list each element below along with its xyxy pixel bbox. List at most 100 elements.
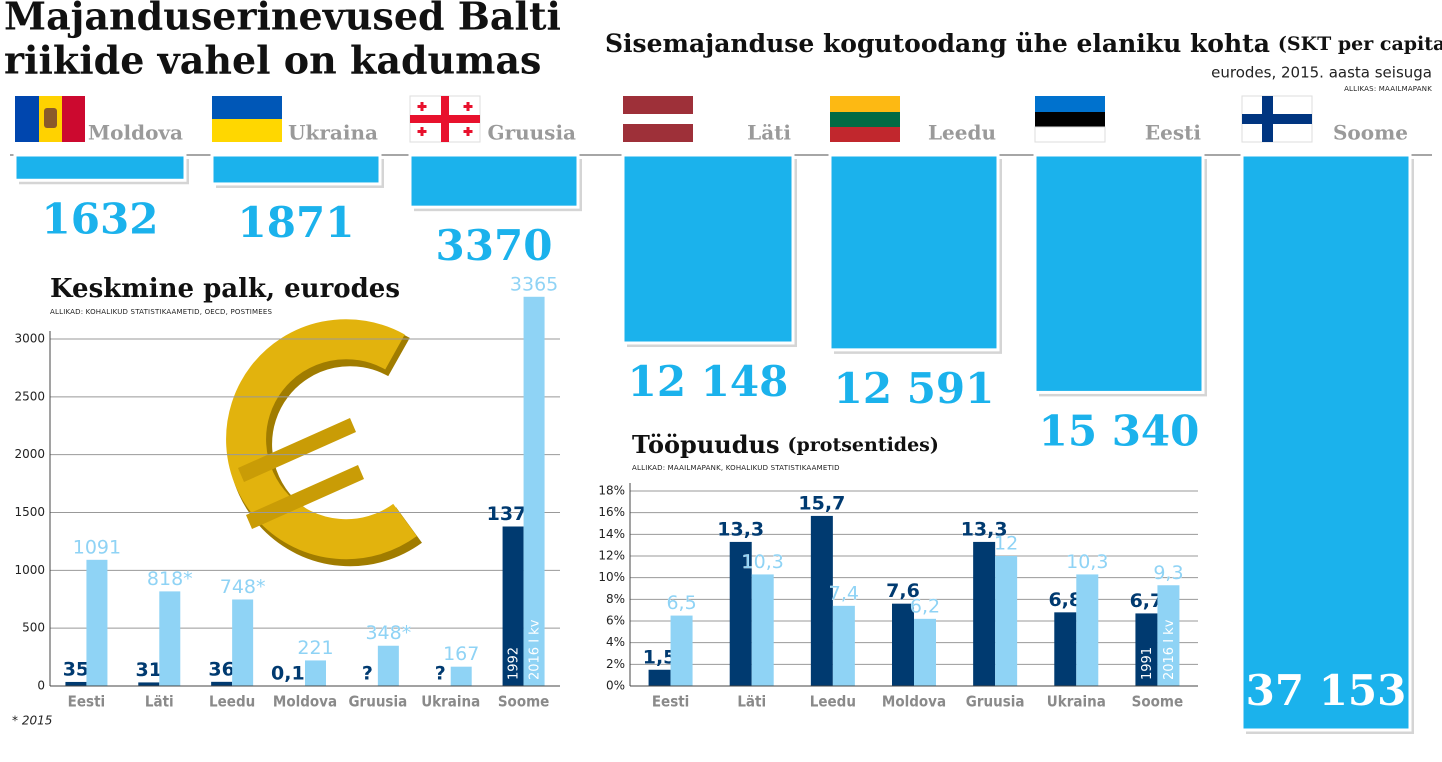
value-label: 167 [443,643,479,665]
bar [138,682,160,686]
y-tick-label: 500 [22,621,45,635]
value-label: 1871 [238,198,355,247]
gdp-title: Sisemajanduse kogutoodang ühe elaniku ko… [605,29,1442,58]
bar [377,645,399,686]
value-label: 15,7 [798,492,845,514]
bar [670,615,693,686]
bar [210,153,382,186]
x-tick-label: Gruusia [966,693,1025,711]
bar [159,591,181,686]
value-label: 35 [63,658,89,680]
bar [648,669,671,686]
bar [1033,153,1205,394]
bar [86,559,108,686]
bar [973,541,996,686]
x-tick-label: Läti [145,693,174,711]
x-tick-label: Ukraina [421,693,480,711]
value-label: 10,3 [1066,551,1108,573]
bar [502,526,524,686]
value-label: 15 340 [1039,406,1200,455]
value-label: 6,7 [1130,590,1164,612]
y-tick-label: 4% [606,635,625,649]
value-label: 12 [994,533,1018,555]
title: Sisemajanduse kogutoodang ühe elaniku ko… [605,29,1270,58]
unemployment-title: Tööpuudus (protsentides) [632,430,939,459]
y-tick-label: 1000 [14,563,45,577]
flag-georgia [409,95,481,143]
y-tick-label: 10% [598,570,625,584]
y-tick-label: 2% [606,657,625,671]
x-tick-label: Ukraina [1047,693,1106,711]
y-tick-label: 0% [606,679,625,693]
bar [232,599,254,686]
bar [751,574,774,686]
bar [892,603,914,686]
bar [305,660,326,686]
bar [1054,612,1077,686]
value-label: 36 [208,658,234,680]
flag-ukraine [212,96,282,142]
series-name: 2016 I kv [1162,619,1177,680]
value-label: 12 591 [834,364,995,413]
x-tick-label: Gruusia [348,693,407,711]
x-tick-label: Moldova [273,693,337,711]
headline: Majanduserinevused Balti [4,0,561,39]
source: ALLIKAS: MAAILMAPANK [1344,85,1432,93]
bar [408,153,580,209]
y-tick-label: 3000 [14,332,45,346]
bar [1135,613,1158,686]
y-tick-label: 16% [598,505,625,519]
value-label: 348* [365,622,411,644]
value-label: 13,3 [717,518,764,540]
bar [828,153,1000,352]
value-label: 7,6 [886,580,920,602]
y-tick-label: 6% [606,614,625,628]
y-tick-label: 14% [598,527,625,541]
flag-moldova [15,96,85,142]
headline: riikide vahel on kadumas [4,38,541,83]
value-label: 10,3 [742,551,784,573]
bar [810,515,833,686]
value-label: 3370 [436,221,553,270]
bar [523,296,545,686]
x-tick-label: Eesti [652,693,690,711]
value-label: 3365 [510,273,558,295]
title-note: (SKT per capita) [1278,33,1442,55]
source: ALLIKAD: KOHALIKUD STATISTIKAAMETID, OEC… [50,308,272,316]
value-label: 31 [136,659,162,681]
salary-title: Keskmine palk, eurodes [50,274,400,304]
category-label: Gruusia [487,121,576,145]
value-label: 1,5 [643,646,677,668]
bar [832,605,855,686]
x-tick-label: Leedu [209,693,255,711]
x-tick-label: Läti [737,693,766,711]
category-label: Eesti [1145,121,1201,145]
value-label: ? [435,663,446,685]
series-name: 2016 I kv [528,619,543,680]
flag-lithuania [830,96,900,142]
value-label: 818* [147,568,193,590]
bar [211,681,233,686]
flag-latvia [623,96,693,142]
series-name: 1992 [507,647,522,680]
bar [450,666,472,686]
bar [1157,585,1180,686]
bar [1076,574,1099,686]
x-tick-label: Eesti [68,693,106,711]
bar [13,153,187,182]
y-tick-label: 8% [606,592,625,606]
subtitle: eurodes, 2015. aasta seisuga [1211,64,1432,82]
source: ALLIKAD: MAAILMAPANK, KOHALIKUD STATISTI… [632,464,840,472]
value-label: 13,3 [961,518,1008,540]
category-label: Ukraina [288,121,378,145]
bar [729,541,752,686]
y-tick-label: 1500 [14,505,45,519]
value-label: ? [362,663,373,685]
y-tick-label: 2500 [14,389,45,403]
flag-finland [1241,95,1313,143]
y-tick-label: 18% [598,484,625,498]
category-label: Leedu [928,121,996,145]
x-tick-label: Soome [1132,693,1183,711]
bar [914,618,936,686]
